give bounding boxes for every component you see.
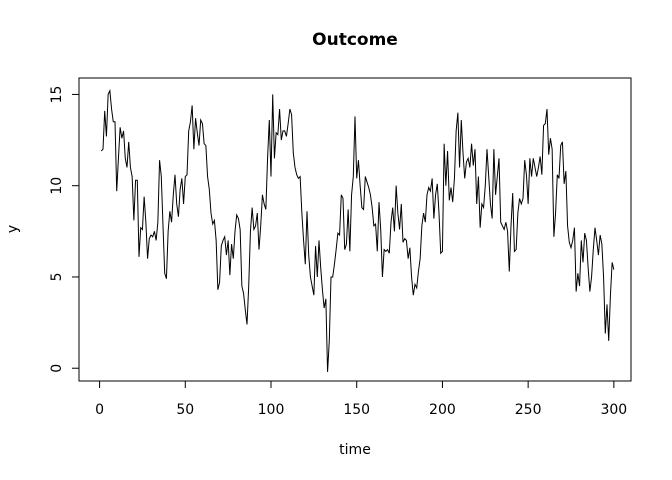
x-tick-label: 100 [258,402,285,418]
x-tick-label: 150 [343,402,370,418]
chart-title: Outcome [312,30,398,50]
x-axis-label: time [339,442,371,458]
y-tick-label: 10 [49,177,65,195]
x-tick-label: 300 [600,402,627,418]
x-tick-label: 200 [429,402,456,418]
y-tick-label: 15 [49,86,65,104]
y-tick-label: 0 [49,364,65,373]
y-tick-label: 5 [49,272,65,281]
data-line [100,88,615,372]
x-tick-label: 0 [95,402,104,418]
y-axis-label: y [5,225,21,233]
x-tick-label: 50 [176,402,194,418]
x-tick-label: 250 [515,402,542,418]
